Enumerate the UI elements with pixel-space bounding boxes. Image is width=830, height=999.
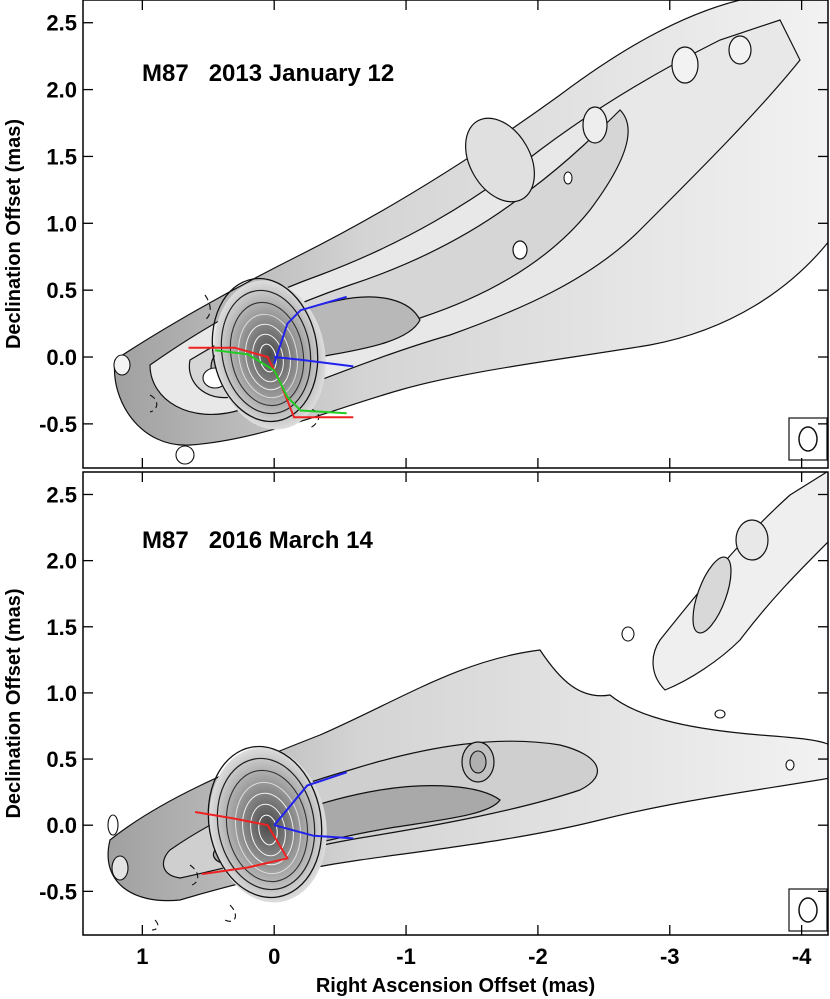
contour <box>512 240 528 260</box>
ridge-line <box>214 349 347 415</box>
panel-2016: M87 2016 March 14 <box>107 472 828 932</box>
y-tick-label: 2.0 <box>46 78 77 103</box>
jet-upper-branch <box>652 472 828 691</box>
y-tick-label: 2.0 <box>46 549 77 574</box>
contour <box>692 556 732 634</box>
contour <box>785 759 795 771</box>
negative-contour <box>149 394 158 413</box>
contour <box>175 445 195 465</box>
panel-title-2013: M87 2013 January 12 <box>142 60 394 87</box>
contour <box>113 354 131 376</box>
negative-contour <box>151 919 159 931</box>
ridge-line <box>273 771 348 826</box>
y-tick-label: 0.0 <box>46 345 77 370</box>
x-tick-label: 0 <box>268 944 280 969</box>
contour <box>621 626 635 642</box>
y-tick-label: 0.5 <box>46 278 77 303</box>
beam-2016 <box>788 888 828 932</box>
core-contours <box>211 277 319 423</box>
x-tick-label: -1 <box>396 944 416 969</box>
core-shading <box>214 280 326 430</box>
y-tick-label: -0.5 <box>39 879 77 904</box>
x-tick-label: -2 <box>528 944 548 969</box>
ridge-line <box>273 295 347 365</box>
plot-frame-0 <box>82 0 829 469</box>
contour <box>582 106 608 144</box>
y-axis-label: Declination Offset (mas) <box>3 119 25 349</box>
y-tick-label: 2.5 <box>46 482 77 507</box>
contour <box>563 171 573 185</box>
y-tick-label: 0.0 <box>46 813 77 838</box>
contour <box>714 709 726 719</box>
jet-image-2013 <box>113 0 828 465</box>
ridge-line <box>274 356 354 368</box>
axes: -0.5 0.0 0.5 1.0 1.5 2.0 2.5 Declination Offset… <box>3 0 829 997</box>
x-tick-label: -4 <box>792 944 812 969</box>
y-tick-label: 0.5 <box>46 747 77 772</box>
negative-contour <box>204 294 211 321</box>
ridge-lines-2013 <box>188 295 354 419</box>
y-tick-label: -0.5 <box>39 412 77 437</box>
y-tick-label: 1.0 <box>46 211 77 236</box>
contour <box>728 35 752 65</box>
x-tick-label: -3 <box>660 944 680 969</box>
ridge-line <box>273 824 354 840</box>
panel-2013: M87 2013 January 12 <box>113 0 828 465</box>
negative-contour <box>189 864 199 886</box>
y-tick-label: 1.5 <box>46 144 77 169</box>
x-tick-label: 1 <box>136 944 148 969</box>
contour <box>111 855 129 881</box>
y-tick-label: 1.5 <box>46 615 77 640</box>
plot-frame-1 <box>82 471 829 936</box>
contour <box>107 814 119 836</box>
y-tick-label: 2.5 <box>46 11 77 36</box>
y-axis-label: Declination Offset (mas) <box>3 588 25 818</box>
jet-image-2016 <box>107 472 828 931</box>
ridge-line <box>194 811 289 876</box>
ridge-lines-2016 <box>194 771 354 876</box>
negative-contour <box>224 904 236 922</box>
x-axis-label: Right Ascension Offset (mas) <box>316 975 595 997</box>
contour <box>469 750 487 774</box>
y-tick-label: 1.0 <box>46 681 77 706</box>
contour <box>735 519 769 561</box>
beam-2013 <box>788 417 828 461</box>
panel-title-2016: M87 2016 March 14 <box>142 527 373 554</box>
contour <box>671 46 699 84</box>
contour <box>465 117 535 203</box>
